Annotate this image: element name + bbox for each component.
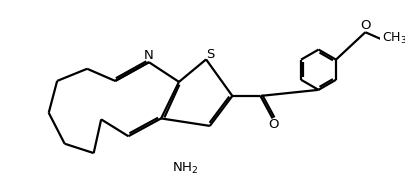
Text: CH$_3$: CH$_3$	[381, 31, 405, 46]
Text: S: S	[205, 48, 213, 61]
Text: O: O	[359, 19, 370, 32]
Text: O: O	[268, 119, 278, 131]
Text: NH$_2$: NH$_2$	[172, 161, 198, 176]
Text: N: N	[144, 49, 153, 62]
